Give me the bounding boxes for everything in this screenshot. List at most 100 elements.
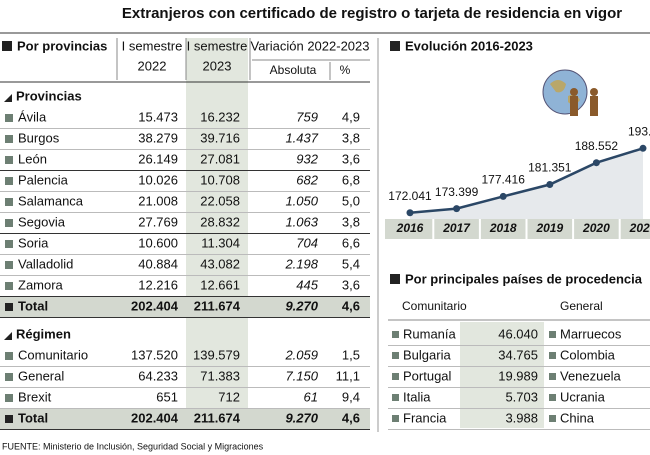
country: Portugal [403,368,452,383]
point [453,205,461,213]
count: 3.988 [505,410,538,425]
cell: 3,6 [342,277,360,292]
cell: 22.058 [200,193,240,208]
cell: Zamora [18,277,64,292]
bullet [5,219,13,227]
cell: Comunitario [18,347,88,362]
cell: 202.404 [131,298,179,313]
cell: Burgos [18,130,60,145]
cell: 1.050 [285,193,318,208]
countries-title: Por principales países de procedencia [405,271,643,286]
cell: 9.270 [285,298,318,313]
bullet [390,41,400,51]
bullet [549,373,556,380]
col-lines [116,38,331,80]
bullet [5,394,13,402]
cell: 211.674 [194,410,241,425]
cell: Palencia [18,172,69,187]
cell: 139.579 [193,347,240,362]
value-label: 173.399 [435,185,479,199]
cell: 7.150 [285,368,318,383]
cell: 202.404 [131,410,179,425]
cell: 12.216 [138,277,178,292]
bullet [5,156,13,164]
country: Bulgaria [403,347,451,362]
col-head: Absoluta [270,63,317,77]
cell: Brexit [18,389,52,404]
bullet [392,394,399,401]
cell: 71.383 [200,368,240,383]
cell: 10.600 [138,235,178,250]
country: China [560,410,595,425]
col-head: I semestre [187,38,248,53]
country: Francia [403,410,447,425]
col-bg [186,38,248,420]
bullet [392,352,399,359]
col-head: % [340,63,351,77]
col-head: 2022 [138,58,167,73]
country: Italia [403,389,431,404]
x-tick-label: 2021 [629,221,650,235]
cell: Salamanca [18,193,84,208]
cell: 932 [296,151,318,166]
bullet [5,261,13,269]
point [592,159,600,167]
heading: Comunitario [402,299,467,313]
cell: 43.082 [200,256,240,271]
chart-title: Evolución 2016-2023 [405,38,533,53]
point [406,209,414,217]
source: FUENTE: Ministerio de Inclusión, Segurid… [2,441,264,451]
cell: 10.708 [200,172,240,187]
value-label: 177.416 [482,173,526,187]
bullet [390,274,400,284]
cell: 40.884 [138,256,178,271]
cell: León [18,151,47,166]
cell: 1.437 [285,130,318,145]
cell: 6,8 [342,172,360,187]
cell: 5,0 [342,193,360,208]
cell: 3,8 [342,130,360,145]
count: 46.040 [498,326,538,341]
cell: Total [18,298,48,313]
value-label: 172.041 [388,189,432,203]
cell: 27.769 [138,214,178,229]
total-bg [0,409,370,429]
cell: General [18,368,64,383]
country: Ucrania [560,389,606,404]
bullet [392,415,399,422]
bullet [2,41,12,51]
cell: 15.473 [138,109,178,124]
axis-band [385,219,650,239]
cell: Soria [18,235,49,250]
bullet [5,114,13,122]
value-label: 188.552 [575,139,619,153]
x-tick-label: 2019 [535,221,563,235]
group-title: Régimen [16,326,71,341]
cell: 12.661 [200,277,240,292]
value-label: 193.3 [628,124,650,138]
cell: Total [18,410,48,425]
section-title: Por provincias [17,38,107,53]
bullet [5,415,13,423]
count: 5.703 [505,389,538,404]
col-head: Variación 2022-2023 [250,38,369,53]
cell: 38.279 [138,130,178,145]
col-bg [460,322,544,428]
cell: 4,6 [342,410,360,425]
cell: 2.198 [284,256,318,271]
bullet [5,135,13,143]
point [639,144,647,152]
cell: 682 [296,172,318,187]
cell: 28.832 [200,214,240,229]
bullet [5,373,13,381]
bullet [392,373,399,380]
x-tick-label: 2020 [582,221,610,235]
triangle [4,332,12,340]
cell: 2.059 [284,347,318,362]
cell: 11.304 [201,235,240,250]
cell: 21.008 [138,193,178,208]
cell: 3,8 [342,214,360,229]
group-title: Provincias [16,88,82,103]
